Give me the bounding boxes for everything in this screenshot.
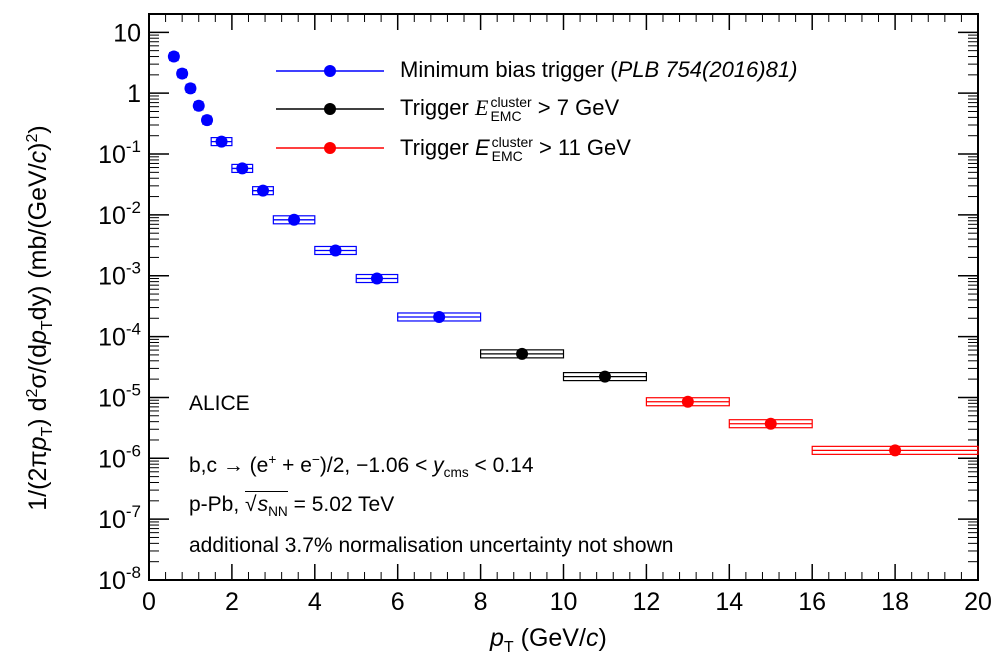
y-axis-label: 1/(2πpT) d2σ/(dpTdy) (mb/(GeV/c)2) [24,125,56,510]
process-text-4: < 0.14 [468,454,534,477]
process-text-3: )/2, −1.06 < [319,454,434,477]
legend-marker [324,142,336,154]
axes-frame: 0 2 4 6 8 10 12 14 16 18 20 10-8 10-7 10-6 10-5 10-4 10-… [98,13,992,616]
y-tick-label: 1 [127,80,141,108]
legend-t11-sup: cluster [491,134,533,151]
sqrt-group: √sNN [245,491,288,519]
legend-t7-e: E [474,95,489,120]
x-tick-label: 4 [308,588,322,616]
x-tick-label: 14 [715,588,743,616]
x-tick-label: 16 [798,588,826,616]
legend-t11-sub: EMC [491,148,523,165]
x-tick-label: 2 [225,588,239,616]
experiment-label: ALICE [189,392,250,415]
data-point [256,184,269,197]
system-label: p-Pb, √sNN = 5.02 TeV [189,491,394,519]
x-tick-label: 12 [632,588,660,616]
process-label: b,c → (e+ + e−)/2, −1.06 < ycms < 0.14 [189,452,534,480]
legend-t11-prefix: Trigger [400,135,475,160]
data-point [176,67,189,80]
y-tick-label: 10-7 [98,502,141,534]
y-tick-label: 10-1 [98,137,141,169]
legend-t11-e: E [474,135,490,160]
legend-entry-minimum-bias: Minimum bias trigger (PLB 754(2016)81) [400,57,797,83]
y-tick-label: 10 [113,19,141,47]
x-tick-label: 8 [474,588,488,616]
legend-markers [276,65,384,154]
system-s-sub: NN [268,504,288,520]
process-text-2: + e [276,454,312,477]
x-tick-label: 18 [881,588,909,616]
legend-t7-suffix: > 7 GeV [531,95,620,120]
y-tick-label: 10-5 [98,380,141,412]
legend-t7-sup: cluster [490,94,532,111]
y-tick-label: 10-2 [98,198,141,230]
data-point [192,99,205,112]
y-tick-label: 10-8 [98,563,141,595]
data-point [329,244,342,257]
legend-marker [324,65,336,77]
data-point [184,82,197,95]
legend-mb-reference: PLB 754(2016)81) [617,57,798,82]
data-point [889,444,902,457]
x-tick-label: 10 [550,588,578,616]
data-point [370,272,383,285]
data-layer [167,50,979,457]
legend-marker [324,103,336,115]
y-tick-label: 10-6 [98,441,141,473]
sqrt-sign: √ [245,493,257,516]
legend-t11-suffix: > 11 GeV [532,135,631,160]
process-plus: + [268,452,277,467]
x-axis-label: pT (GeV/c) [489,624,607,656]
data-point [288,213,301,226]
x-tick-label: 6 [391,588,405,616]
system-text-2: = 5.02 TeV [287,493,395,516]
data-point [167,50,180,63]
x-tick-label: 20 [964,588,992,616]
process-text-1: b,c → (e [189,454,269,477]
system-text-1: p-Pb, [189,493,246,516]
data-point [433,310,446,323]
y-tick-label: 10-3 [98,259,141,291]
data-point [236,162,249,175]
normalisation-note: additional 3.7% normalisation uncertaint… [189,534,674,557]
data-point [201,114,214,127]
legend-mb-label: Minimum bias trigger ( [400,57,618,82]
data-point [681,395,694,408]
data-point [598,370,611,383]
process-y-sub: cms [443,465,469,481]
y-tick-label: 10-4 [98,320,141,352]
x-tick-label: 0 [142,588,156,616]
data-point [764,417,777,430]
process-y: y [433,454,444,477]
data-point [516,347,529,360]
system-s: s [257,493,269,516]
legend-t7-prefix: Trigger [400,95,475,120]
data-point [215,135,228,148]
process-minus: − [311,452,320,467]
legend-t7-sub: EMC [490,108,522,125]
